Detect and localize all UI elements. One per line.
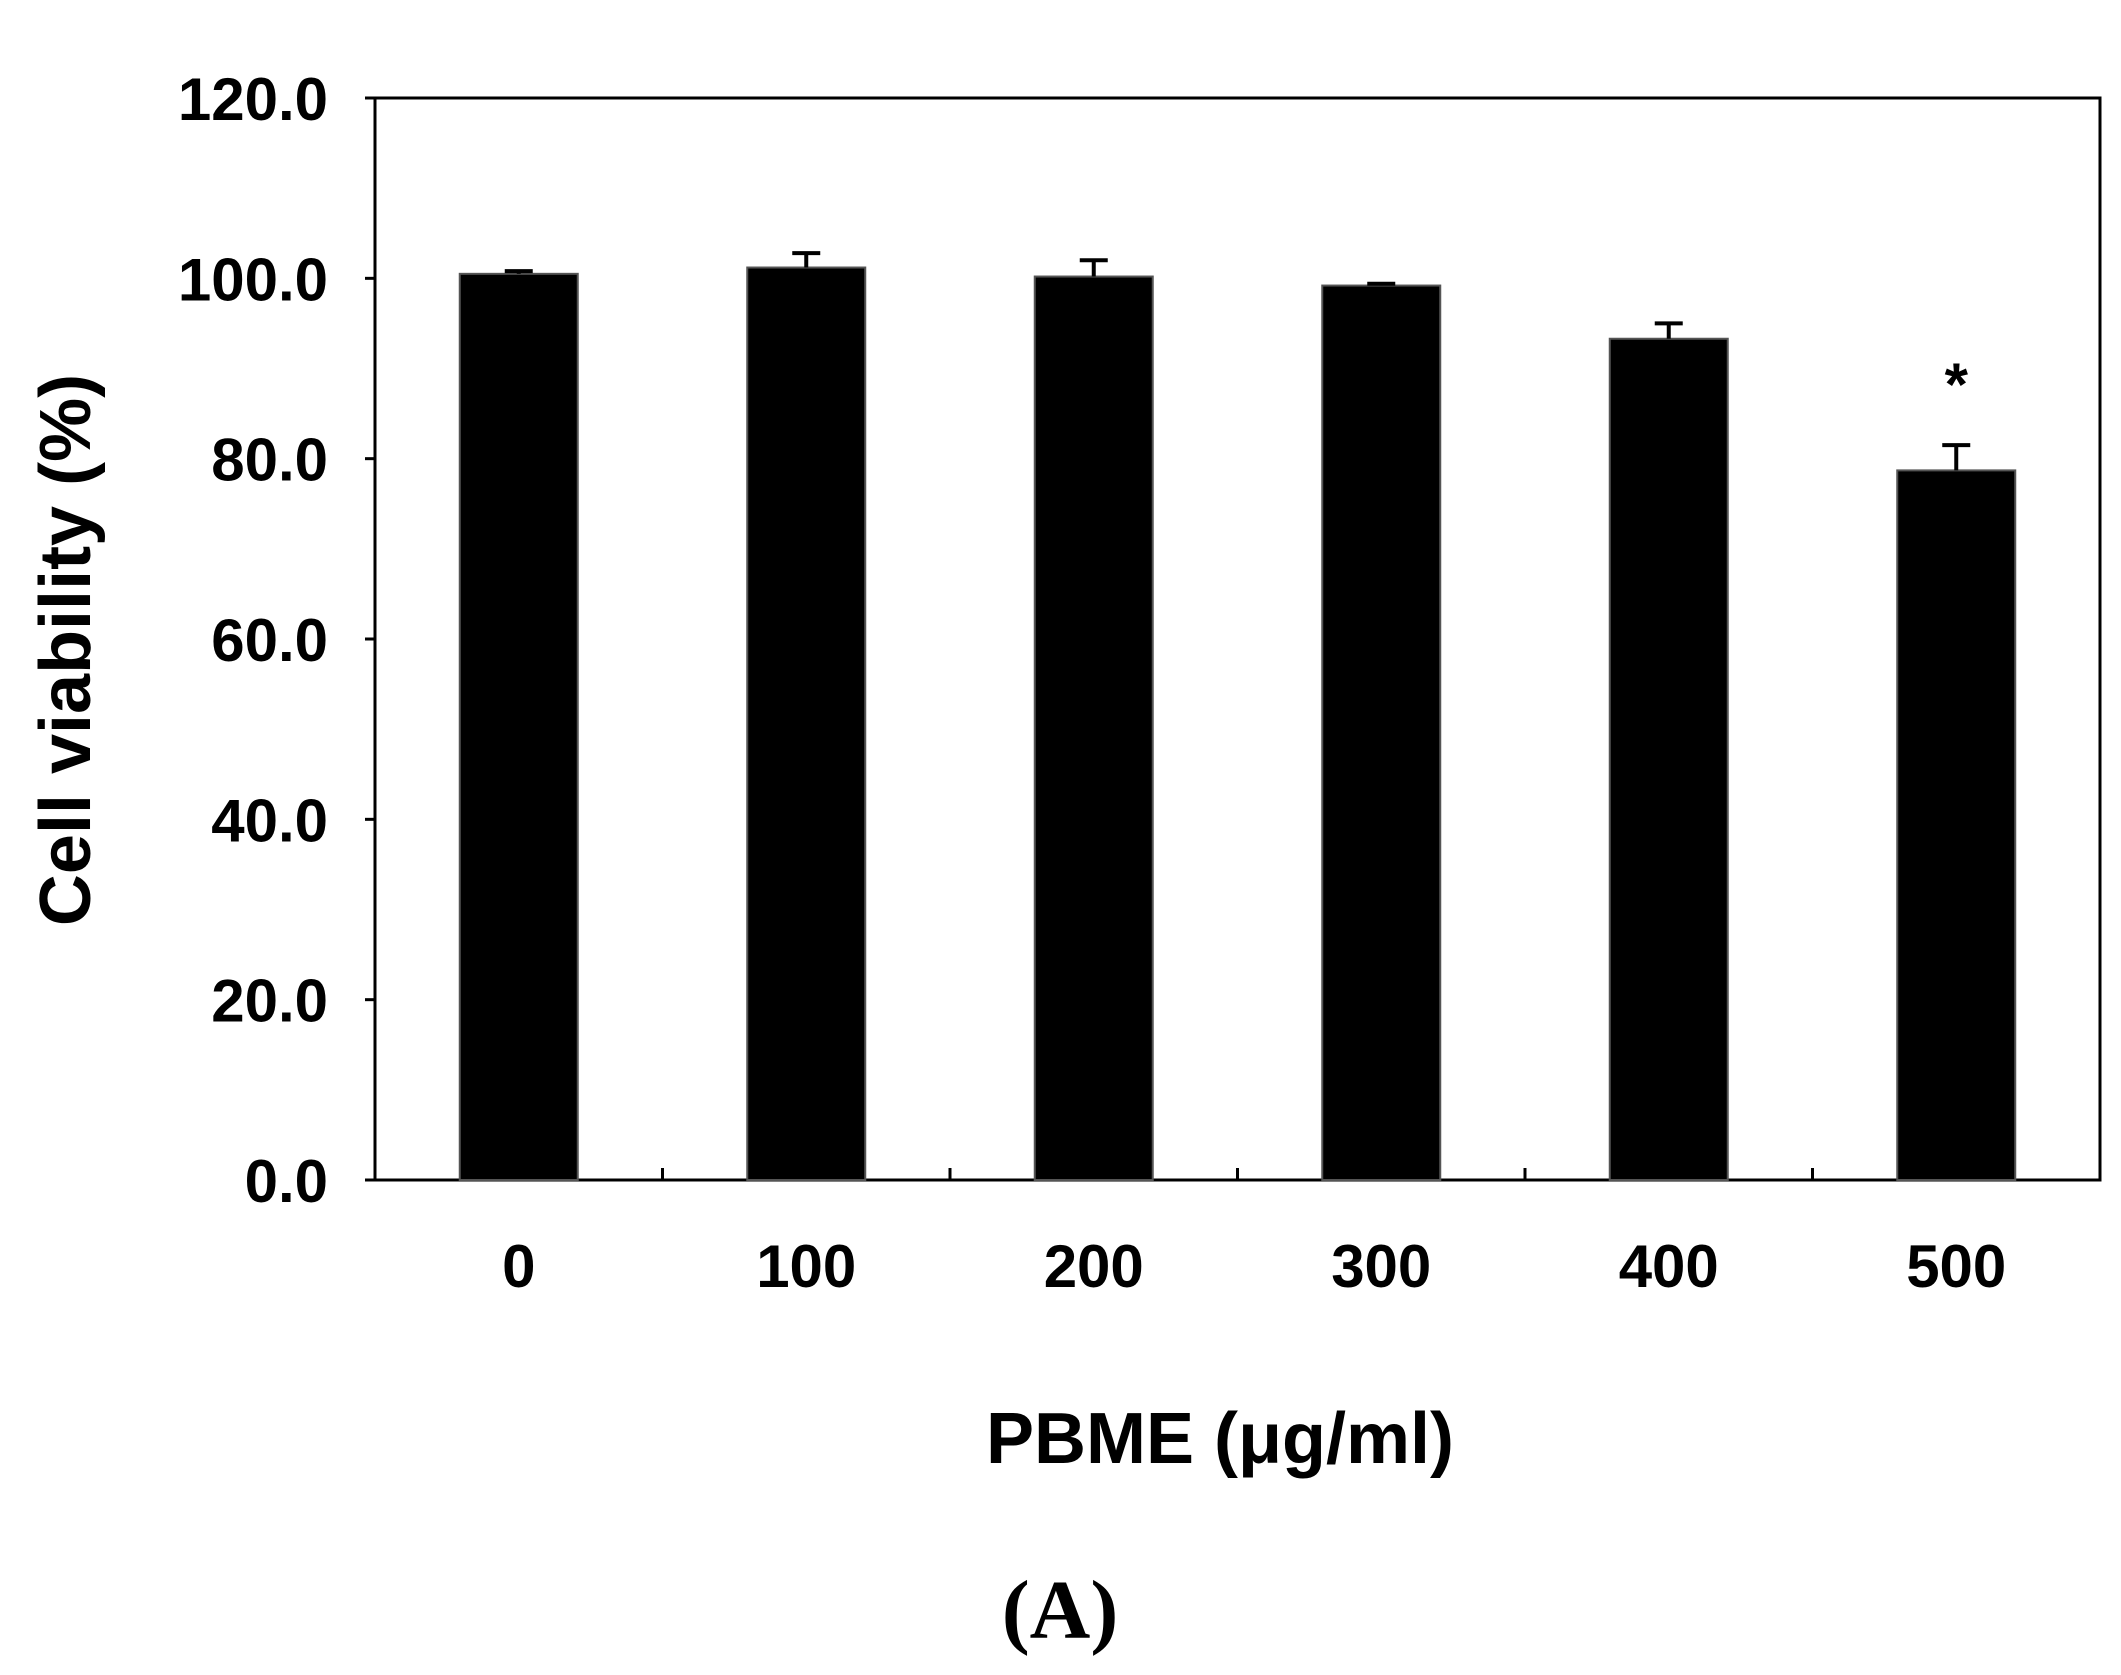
x-tick-label: 500 (1906, 1233, 2006, 1300)
x-tick-label: 100 (756, 1233, 856, 1300)
y-tick-label: 60.0 (211, 607, 328, 674)
x-tick-label: 0 (502, 1233, 535, 1300)
bar-100 (746, 266, 867, 1182)
y-axis-title: Cell viability (%) (26, 374, 106, 926)
y-tick-label: 80.0 (211, 427, 328, 494)
bar-200 (1033, 275, 1154, 1181)
bar-500 (1896, 469, 2017, 1182)
y-tick-label: 0.0 (245, 1148, 328, 1215)
y-tick-label: 40.0 (211, 787, 328, 854)
panel-label: (A) (1002, 1564, 1119, 1657)
x-tick-label: 300 (1331, 1233, 1431, 1300)
x-axis-title: PBME (μg/ml) (986, 1399, 1454, 1479)
bar-400 (1608, 337, 1729, 1181)
y-tick-label: 100.0 (178, 246, 328, 313)
y-tick-label: 120.0 (178, 66, 328, 133)
significance-marker: * (1945, 351, 1969, 418)
plot-frame (373, 96, 2102, 1182)
bar-300 (1321, 284, 1442, 1181)
y-tick-label: 20.0 (211, 968, 328, 1035)
bar-0 (458, 272, 579, 1181)
x-tick-label: 400 (1619, 1233, 1719, 1300)
x-tick-label: 200 (1044, 1233, 1144, 1300)
